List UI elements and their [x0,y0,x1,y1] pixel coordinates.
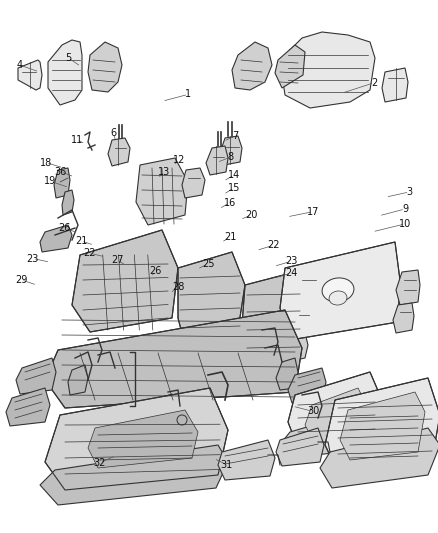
Text: 31: 31 [221,460,233,470]
Text: 22: 22 [84,248,96,258]
Polygon shape [282,408,382,458]
Polygon shape [45,310,302,408]
Polygon shape [320,428,438,488]
Polygon shape [155,394,175,425]
Text: 18: 18 [40,158,52,167]
Polygon shape [382,68,408,102]
Polygon shape [218,440,275,480]
Polygon shape [45,388,228,490]
Text: 28: 28 [173,282,185,292]
Polygon shape [275,45,305,88]
Text: 29: 29 [15,275,27,285]
Polygon shape [178,252,245,345]
Polygon shape [62,190,74,215]
Polygon shape [40,225,72,252]
Polygon shape [276,358,298,390]
Text: 5: 5 [65,53,71,62]
Text: 17: 17 [307,207,319,216]
Polygon shape [173,408,188,432]
Text: 21: 21 [224,232,236,242]
Ellipse shape [329,291,347,305]
Text: 26: 26 [59,223,71,233]
Text: 23: 23 [27,254,39,263]
Polygon shape [293,306,313,335]
Text: 30: 30 [307,407,319,416]
Text: 15: 15 [228,183,240,192]
Polygon shape [305,388,368,444]
Text: 14: 14 [228,170,240,180]
Text: 27: 27 [111,255,124,265]
Polygon shape [325,378,438,472]
Polygon shape [280,242,400,340]
Polygon shape [206,146,228,175]
Polygon shape [136,158,188,225]
Polygon shape [276,428,324,466]
Polygon shape [340,392,425,460]
Polygon shape [300,402,321,430]
Text: 4: 4 [17,60,23,70]
Text: 11: 11 [71,135,83,144]
Polygon shape [108,138,130,166]
Text: 1: 1 [185,90,191,99]
Text: 25: 25 [202,259,214,269]
Polygon shape [72,230,178,332]
Text: 19: 19 [44,176,57,186]
Polygon shape [40,445,228,505]
Text: 13: 13 [158,167,170,176]
Polygon shape [288,372,382,448]
Text: 16: 16 [224,198,236,207]
Polygon shape [88,42,122,92]
Polygon shape [288,333,308,361]
Polygon shape [182,168,205,198]
Text: 21: 21 [75,236,87,246]
Polygon shape [294,268,322,308]
Text: 8: 8 [227,152,233,162]
Polygon shape [396,270,420,305]
Polygon shape [48,40,82,105]
Polygon shape [88,410,198,468]
Polygon shape [6,388,50,426]
Polygon shape [16,358,56,394]
Text: 36: 36 [54,167,67,176]
Text: 6: 6 [110,128,116,138]
Polygon shape [220,136,242,165]
Ellipse shape [322,278,354,302]
Text: 24: 24 [285,268,297,278]
Text: 23: 23 [285,256,297,266]
Polygon shape [288,368,326,403]
Text: 22: 22 [268,240,280,250]
Text: 20: 20 [246,210,258,220]
Polygon shape [54,168,70,198]
Text: 10: 10 [399,219,411,229]
Polygon shape [68,365,88,395]
Text: 3: 3 [406,187,413,197]
Text: 2: 2 [371,78,378,87]
Polygon shape [282,32,375,108]
Polygon shape [393,303,414,333]
Text: 7: 7 [233,131,239,141]
Polygon shape [18,60,42,90]
Text: 26: 26 [149,266,162,276]
Text: 12: 12 [173,155,186,165]
Polygon shape [242,272,305,355]
Text: 32: 32 [94,458,106,467]
Text: 9: 9 [402,204,408,214]
Polygon shape [232,42,272,90]
